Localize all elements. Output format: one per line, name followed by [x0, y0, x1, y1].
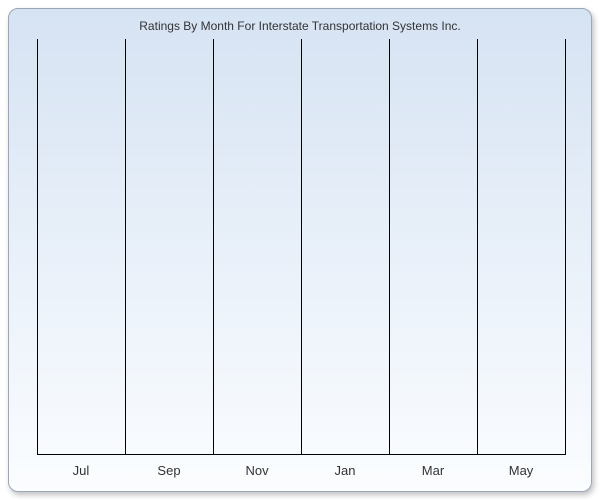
- x-tick-label: Mar: [422, 463, 444, 478]
- x-tick-label: May: [509, 463, 534, 478]
- x-gridline: [213, 39, 214, 455]
- x-gridline: [565, 39, 566, 455]
- chart-title: Ratings By Month For Interstate Transpor…: [9, 19, 591, 33]
- x-tick-label: Jul: [73, 463, 90, 478]
- chart-card: Ratings By Month For Interstate Transpor…: [8, 8, 592, 492]
- x-tick-label: Jan: [334, 463, 355, 478]
- x-tick-label: Nov: [245, 463, 268, 478]
- x-tick-label: Sep: [157, 463, 180, 478]
- x-gridline: [389, 39, 390, 455]
- x-gridline: [477, 39, 478, 455]
- x-gridline: [37, 39, 38, 455]
- x-gridline: [125, 39, 126, 455]
- x-gridline: [301, 39, 302, 455]
- plot-area: JulSepNovJanMarMay: [37, 39, 565, 455]
